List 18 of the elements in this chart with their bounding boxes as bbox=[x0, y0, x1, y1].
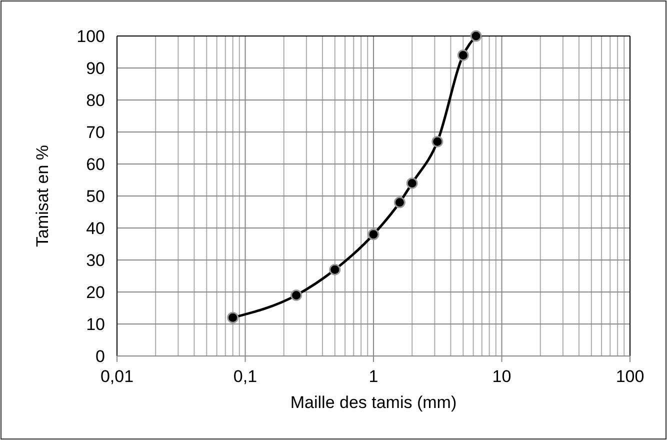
y-tick-label: 80 bbox=[86, 90, 105, 110]
x-tick-label: 10 bbox=[492, 367, 512, 386]
y-tick-label: 90 bbox=[86, 58, 105, 78]
y-tick-label: 50 bbox=[86, 186, 105, 206]
y-tick-label: 0 bbox=[96, 346, 105, 366]
y-tick-label: 60 bbox=[86, 154, 105, 174]
x-tick-label: 0,1 bbox=[233, 367, 258, 386]
y-tick-label: 100 bbox=[76, 26, 105, 46]
y-tick-label: 70 bbox=[86, 122, 105, 142]
y-tick-label: 40 bbox=[86, 218, 105, 238]
x-axis-title: Maille des tamis (mm) bbox=[290, 393, 457, 412]
x-tick-label: 0,01 bbox=[100, 367, 134, 386]
y-axis-title: Tamisat en % bbox=[33, 144, 52, 248]
y-tick-label: 10 bbox=[86, 314, 105, 334]
y-tick-label: 20 bbox=[86, 282, 105, 302]
y-tick-label: 30 bbox=[86, 250, 105, 270]
x-tick-label: 100 bbox=[616, 367, 644, 386]
x-tick-label: 1 bbox=[368, 367, 378, 386]
